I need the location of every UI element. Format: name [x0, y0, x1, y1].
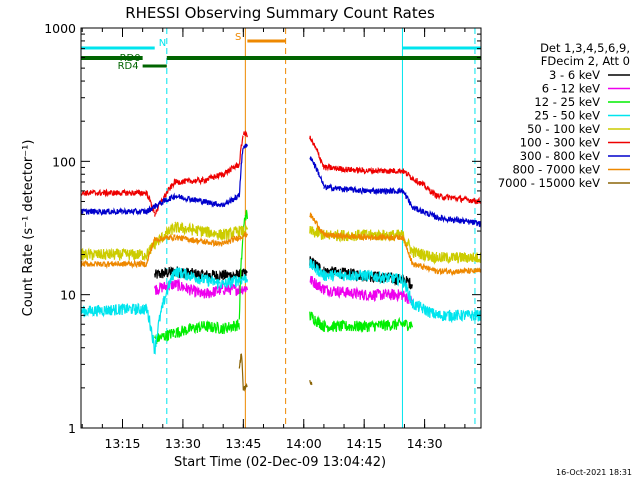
chart-title: RHESSI Observing Summary Count Rates [125, 4, 435, 22]
attenuator-label-N: N [159, 38, 166, 49]
x-tick-label-5: 14:30 [407, 436, 443, 451]
x-tick-label-3: 14:00 [286, 436, 322, 451]
legend-label-6: 300 - 800 keV [520, 149, 600, 163]
vlines-layer [166, 28, 476, 428]
legend-header-line-1: Det 1,3,4,5,6,9, [540, 41, 630, 55]
attenuator-label-RD4: RD4 [118, 61, 139, 72]
series-2 [154, 209, 414, 345]
series-line-3 [80, 258, 482, 355]
footer-timestamp: 16-Oct-2021 18:31 [556, 468, 632, 477]
legend-label-7: 800 - 7000 keV [512, 163, 600, 177]
x-tick-label-0: 13:15 [104, 436, 140, 451]
series-1 [154, 275, 414, 305]
x-axis-label: Start Time (02-Dec-09 13:04:42) [174, 455, 386, 470]
attenuator-label-S: S [235, 32, 241, 43]
legend-label-3: 25 - 50 keV [534, 109, 600, 123]
series-line-8 [238, 353, 313, 392]
legend-header-line-2: FDecim 2, Att 0 [541, 54, 630, 68]
attenuator-label-RD0: RD0 [120, 53, 141, 64]
legend-label-0: 3 - 6 keV [549, 68, 600, 82]
series-line-4 [80, 221, 482, 265]
series-line-6 [80, 143, 482, 228]
legend-label-5: 100 - 300 keV [520, 136, 600, 150]
legend-label-1: 6 - 12 keV [542, 82, 600, 96]
series-line-7 [80, 212, 482, 277]
series-5 [80, 129, 482, 217]
plot-frame [80, 27, 482, 429]
y-tick-label-0: 1 [68, 421, 76, 436]
series-line-5 [80, 129, 482, 217]
series-line-2 [154, 209, 414, 345]
x-tick-label-4: 14:15 [346, 436, 382, 451]
x-tick-label-2: 13:45 [225, 436, 261, 451]
y-axis-label: Count Rate (s⁻¹ detector⁻¹) [21, 140, 36, 317]
legend-label-2: 12 - 25 keV [534, 95, 600, 109]
y-tick-label-3: 1000 [44, 21, 76, 36]
y-tick-label-2: 100 [52, 154, 76, 169]
x-tick-label-1: 13:30 [165, 436, 201, 451]
axes-layer: 13:15 13:30 13:45 14:00 14:15 14:30 1 10 100 1000 [44, 21, 481, 451]
series-3 [80, 258, 482, 355]
legend-label-4: 50 - 100 keV [527, 122, 600, 136]
legend-label-8: 7000 - 15000 keV [498, 176, 600, 190]
y-tick-label-1: 10 [60, 288, 76, 303]
series-4 [80, 221, 482, 265]
series-layer [80, 129, 482, 392]
series-8 [238, 353, 313, 392]
series-7 [80, 212, 482, 277]
series-line-1 [154, 275, 414, 305]
series-6 [80, 143, 482, 228]
